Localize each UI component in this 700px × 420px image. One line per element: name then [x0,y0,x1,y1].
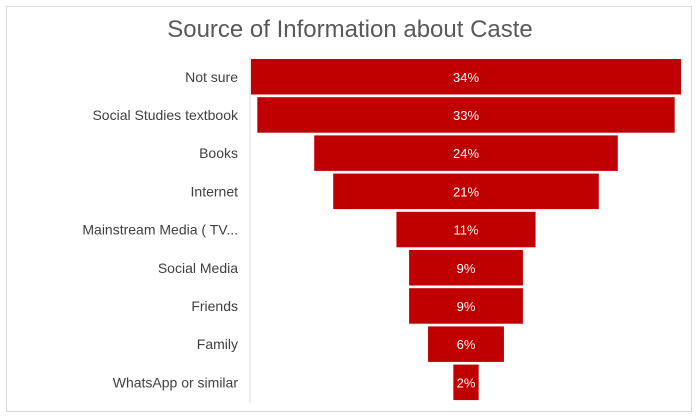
data-label: 11% [453,223,478,238]
data-label: 33% [453,108,479,123]
data-label: 21% [453,184,479,199]
funnel-bar [396,211,536,248]
category-label: Friends [191,298,238,314]
data-label: 9% [457,299,476,314]
chart-title: Source of Information about Caste [167,16,533,43]
data-label: 6% [457,337,476,352]
funnel-bar [409,250,523,286]
data-label: 9% [457,261,476,276]
funnel-bar [333,173,599,210]
category-label: Books [199,145,238,161]
data-label: 24% [453,146,479,161]
funnel-bar [409,288,523,324]
data-label: 2% [457,375,476,390]
category-label: Social Studies textbook [92,107,239,123]
category-label: Not sure [185,69,238,85]
category-label: WhatsApp or similar [113,374,239,390]
funnel-bar [251,59,681,95]
category-label: Internet [191,183,239,199]
category-label: Social Media [158,260,238,276]
category-label: Family [197,336,238,352]
category-label: Mainstream Media ( TV... [82,222,238,238]
funnel-bar [257,97,675,133]
funnel-bar [314,135,618,171]
data-label: 34% [453,70,479,85]
funnel-bar [453,364,479,401]
funnel-bar [428,326,504,362]
